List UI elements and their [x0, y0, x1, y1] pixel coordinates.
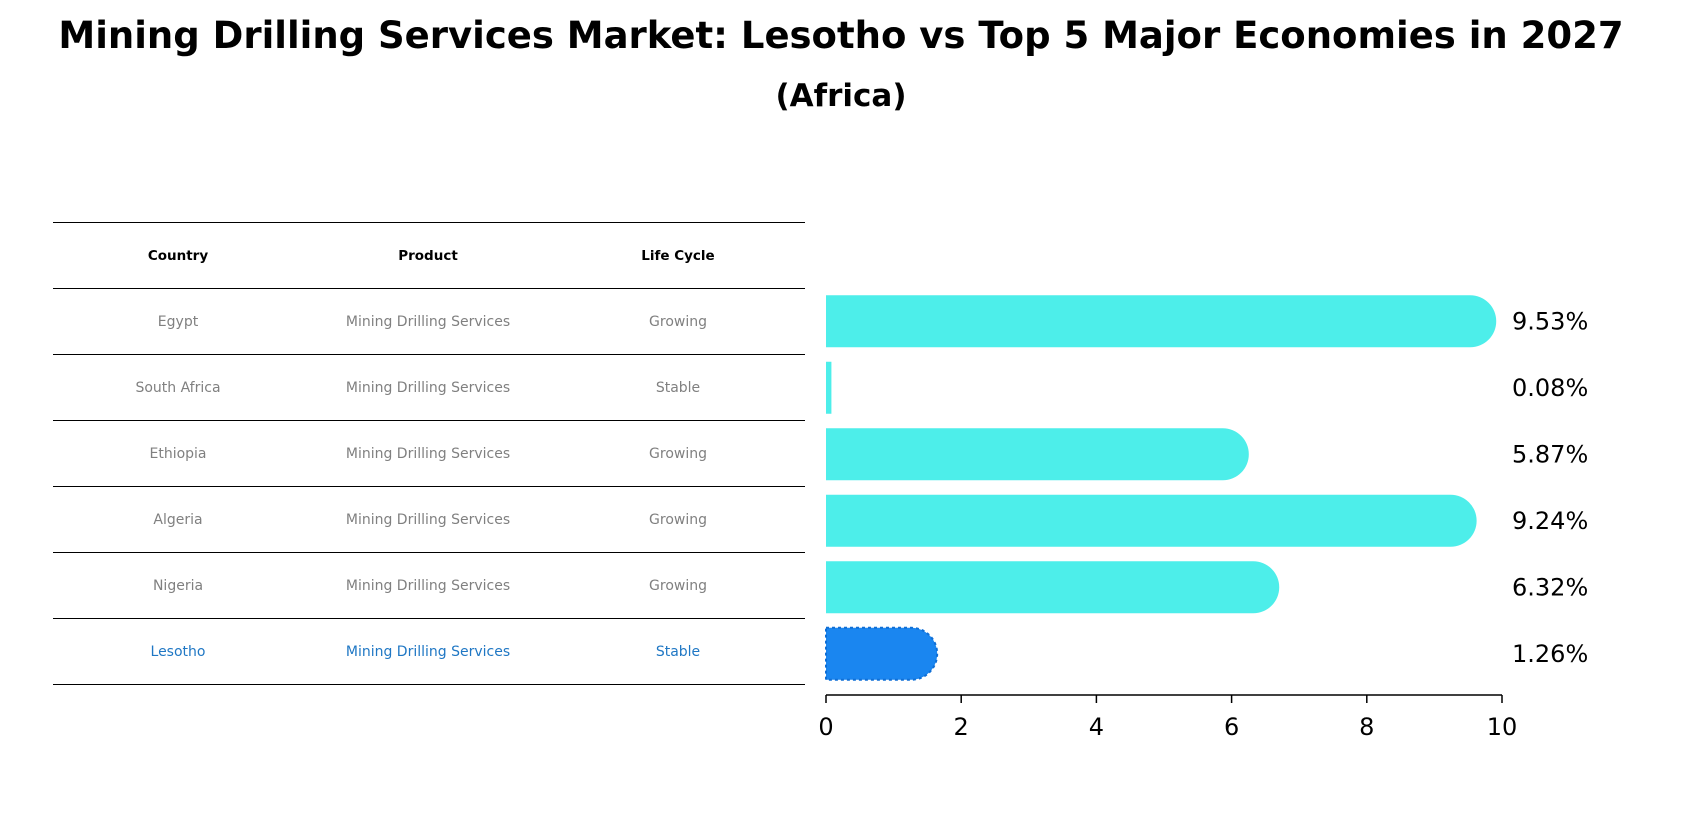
cell-life-cycle: Growing: [649, 511, 707, 528]
bar-south-africa: [826, 361, 832, 414]
cell-product: Mining Drilling Services: [345, 379, 511, 396]
cell-life-cycle: Growing: [649, 445, 707, 462]
bar-algeria: [826, 494, 1477, 547]
table-row: Ethiopia Mining Drilling Services Growin…: [53, 420, 805, 486]
cell-life-cycle: Growing: [649, 577, 707, 594]
cell-country: Egypt: [157, 313, 199, 330]
bar-nigeria: [826, 561, 1280, 614]
table-row-highlight: Lesotho Mining Drilling Services Stable: [53, 618, 805, 685]
table-header-row: Country Product Life Cycle: [53, 222, 805, 288]
value-label: 9.24%: [1512, 507, 1588, 535]
value-label: 1.26%: [1512, 640, 1588, 668]
chart-subtitle: (Africa): [775, 78, 907, 114]
cell-product: Mining Drilling Services: [345, 577, 511, 594]
table-row: South Africa Mining Drilling Services St…: [53, 354, 805, 420]
header-product: Product: [398, 247, 458, 264]
cell-life-cycle: Stable: [655, 643, 701, 660]
cell-life-cycle: Growing: [649, 313, 707, 330]
cell-country: Lesotho: [150, 643, 206, 660]
value-label: 9.53%: [1512, 307, 1588, 335]
cell-country: South Africa: [135, 379, 221, 396]
chart-title: Mining Drilling Services Market: Lesotho…: [58, 14, 1624, 57]
table-row: Algeria Mining Drilling Services Growing: [53, 486, 805, 552]
x-tick-label: 8: [1359, 713, 1374, 741]
bar-ethiopia: [826, 428, 1249, 481]
bar-lesotho: [825, 626, 939, 681]
cell-country: Nigeria: [152, 577, 204, 594]
x-tick-label: 4: [1089, 713, 1104, 741]
cell-product: Mining Drilling Services: [345, 445, 511, 462]
cell-product: Mining Drilling Services: [345, 511, 511, 528]
table-row: Egypt Mining Drilling Services Growing: [53, 288, 805, 354]
x-tick-label: 10: [1487, 713, 1518, 741]
value-label: 6.32%: [1512, 573, 1588, 601]
cell-life-cycle: Stable: [655, 379, 701, 396]
cell-product: Mining Drilling Services: [345, 643, 511, 660]
bar-egypt: [826, 295, 1497, 348]
table-row: Nigeria Mining Drilling Services Growing: [53, 552, 805, 618]
x-tick-label: 0: [818, 713, 833, 741]
header-life-cycle: Life Cycle: [641, 247, 715, 264]
data-table: Country Product Life Cycle Egypt Mining …: [53, 222, 805, 685]
value-label: 0.08%: [1512, 374, 1588, 402]
cell-product: Mining Drilling Services: [345, 313, 511, 330]
header-country: Country: [147, 247, 209, 264]
x-tick-label: 2: [954, 713, 969, 741]
x-tick-label: 6: [1224, 713, 1239, 741]
cell-country: Algeria: [153, 511, 203, 528]
cell-country: Ethiopia: [149, 445, 207, 462]
value-label: 5.87%: [1512, 440, 1588, 468]
